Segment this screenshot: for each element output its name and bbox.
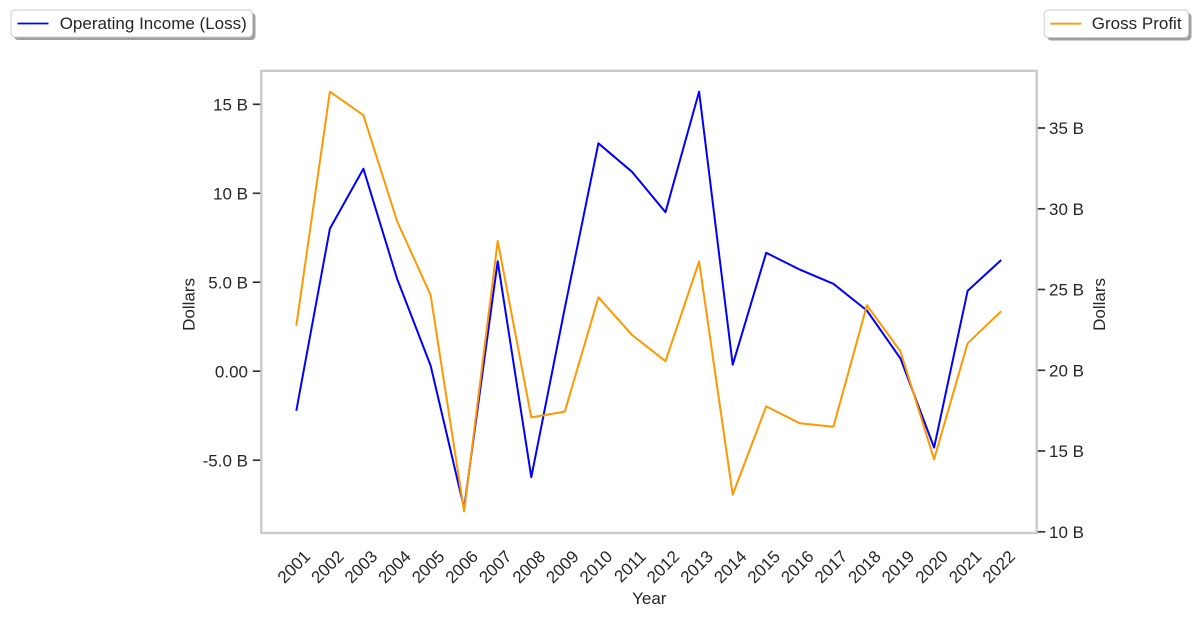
- svg-text:35 B: 35 B: [1049, 119, 1084, 138]
- svg-text:Operating Income (Loss): Operating Income (Loss): [60, 14, 247, 33]
- svg-text:15 B: 15 B: [1049, 442, 1084, 461]
- svg-text:10 B: 10 B: [213, 185, 248, 204]
- svg-text:-5.0 B: -5.0 B: [203, 451, 248, 470]
- svg-text:Dollars: Dollars: [180, 278, 199, 331]
- svg-text:5.0 B: 5.0 B: [208, 273, 248, 292]
- svg-text:Gross Profit: Gross Profit: [1092, 14, 1182, 33]
- svg-text:0.00: 0.00: [215, 362, 248, 381]
- svg-text:25 B: 25 B: [1049, 281, 1084, 300]
- svg-text:15 B: 15 B: [213, 96, 248, 115]
- svg-text:20 B: 20 B: [1049, 362, 1084, 381]
- svg-text:30 B: 30 B: [1049, 200, 1084, 219]
- svg-text:10 B: 10 B: [1049, 523, 1084, 542]
- svg-text:Dollars: Dollars: [1090, 278, 1109, 331]
- svg-text:Year: Year: [632, 589, 667, 608]
